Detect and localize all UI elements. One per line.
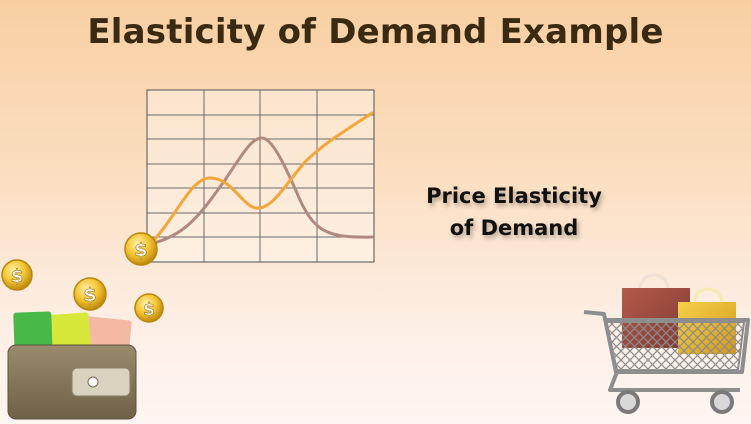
svg-text:$: $ (83, 284, 96, 306)
coin-icon: $ (1, 259, 33, 291)
caption-line-1: Price Elasticity (426, 184, 602, 208)
svg-text:$: $ (143, 300, 155, 320)
caption-line-2: of Demand (449, 216, 579, 240)
svg-text:$: $ (134, 239, 147, 261)
svg-text:$: $ (11, 266, 24, 287)
slide-title: Elasticity of Demand Example (87, 12, 664, 52)
dollar-coin-icon: $ (124, 232, 158, 266)
coin-icon: $ (134, 293, 164, 323)
chart-line-orange (148, 111, 374, 246)
chart-line-brown (148, 136, 374, 246)
coin-icon: $ (73, 277, 107, 311)
wallet-icon (7, 311, 137, 420)
shopping-cart-icon (583, 273, 750, 414)
caption-text: Price Elasticity of Demand (398, 180, 630, 244)
